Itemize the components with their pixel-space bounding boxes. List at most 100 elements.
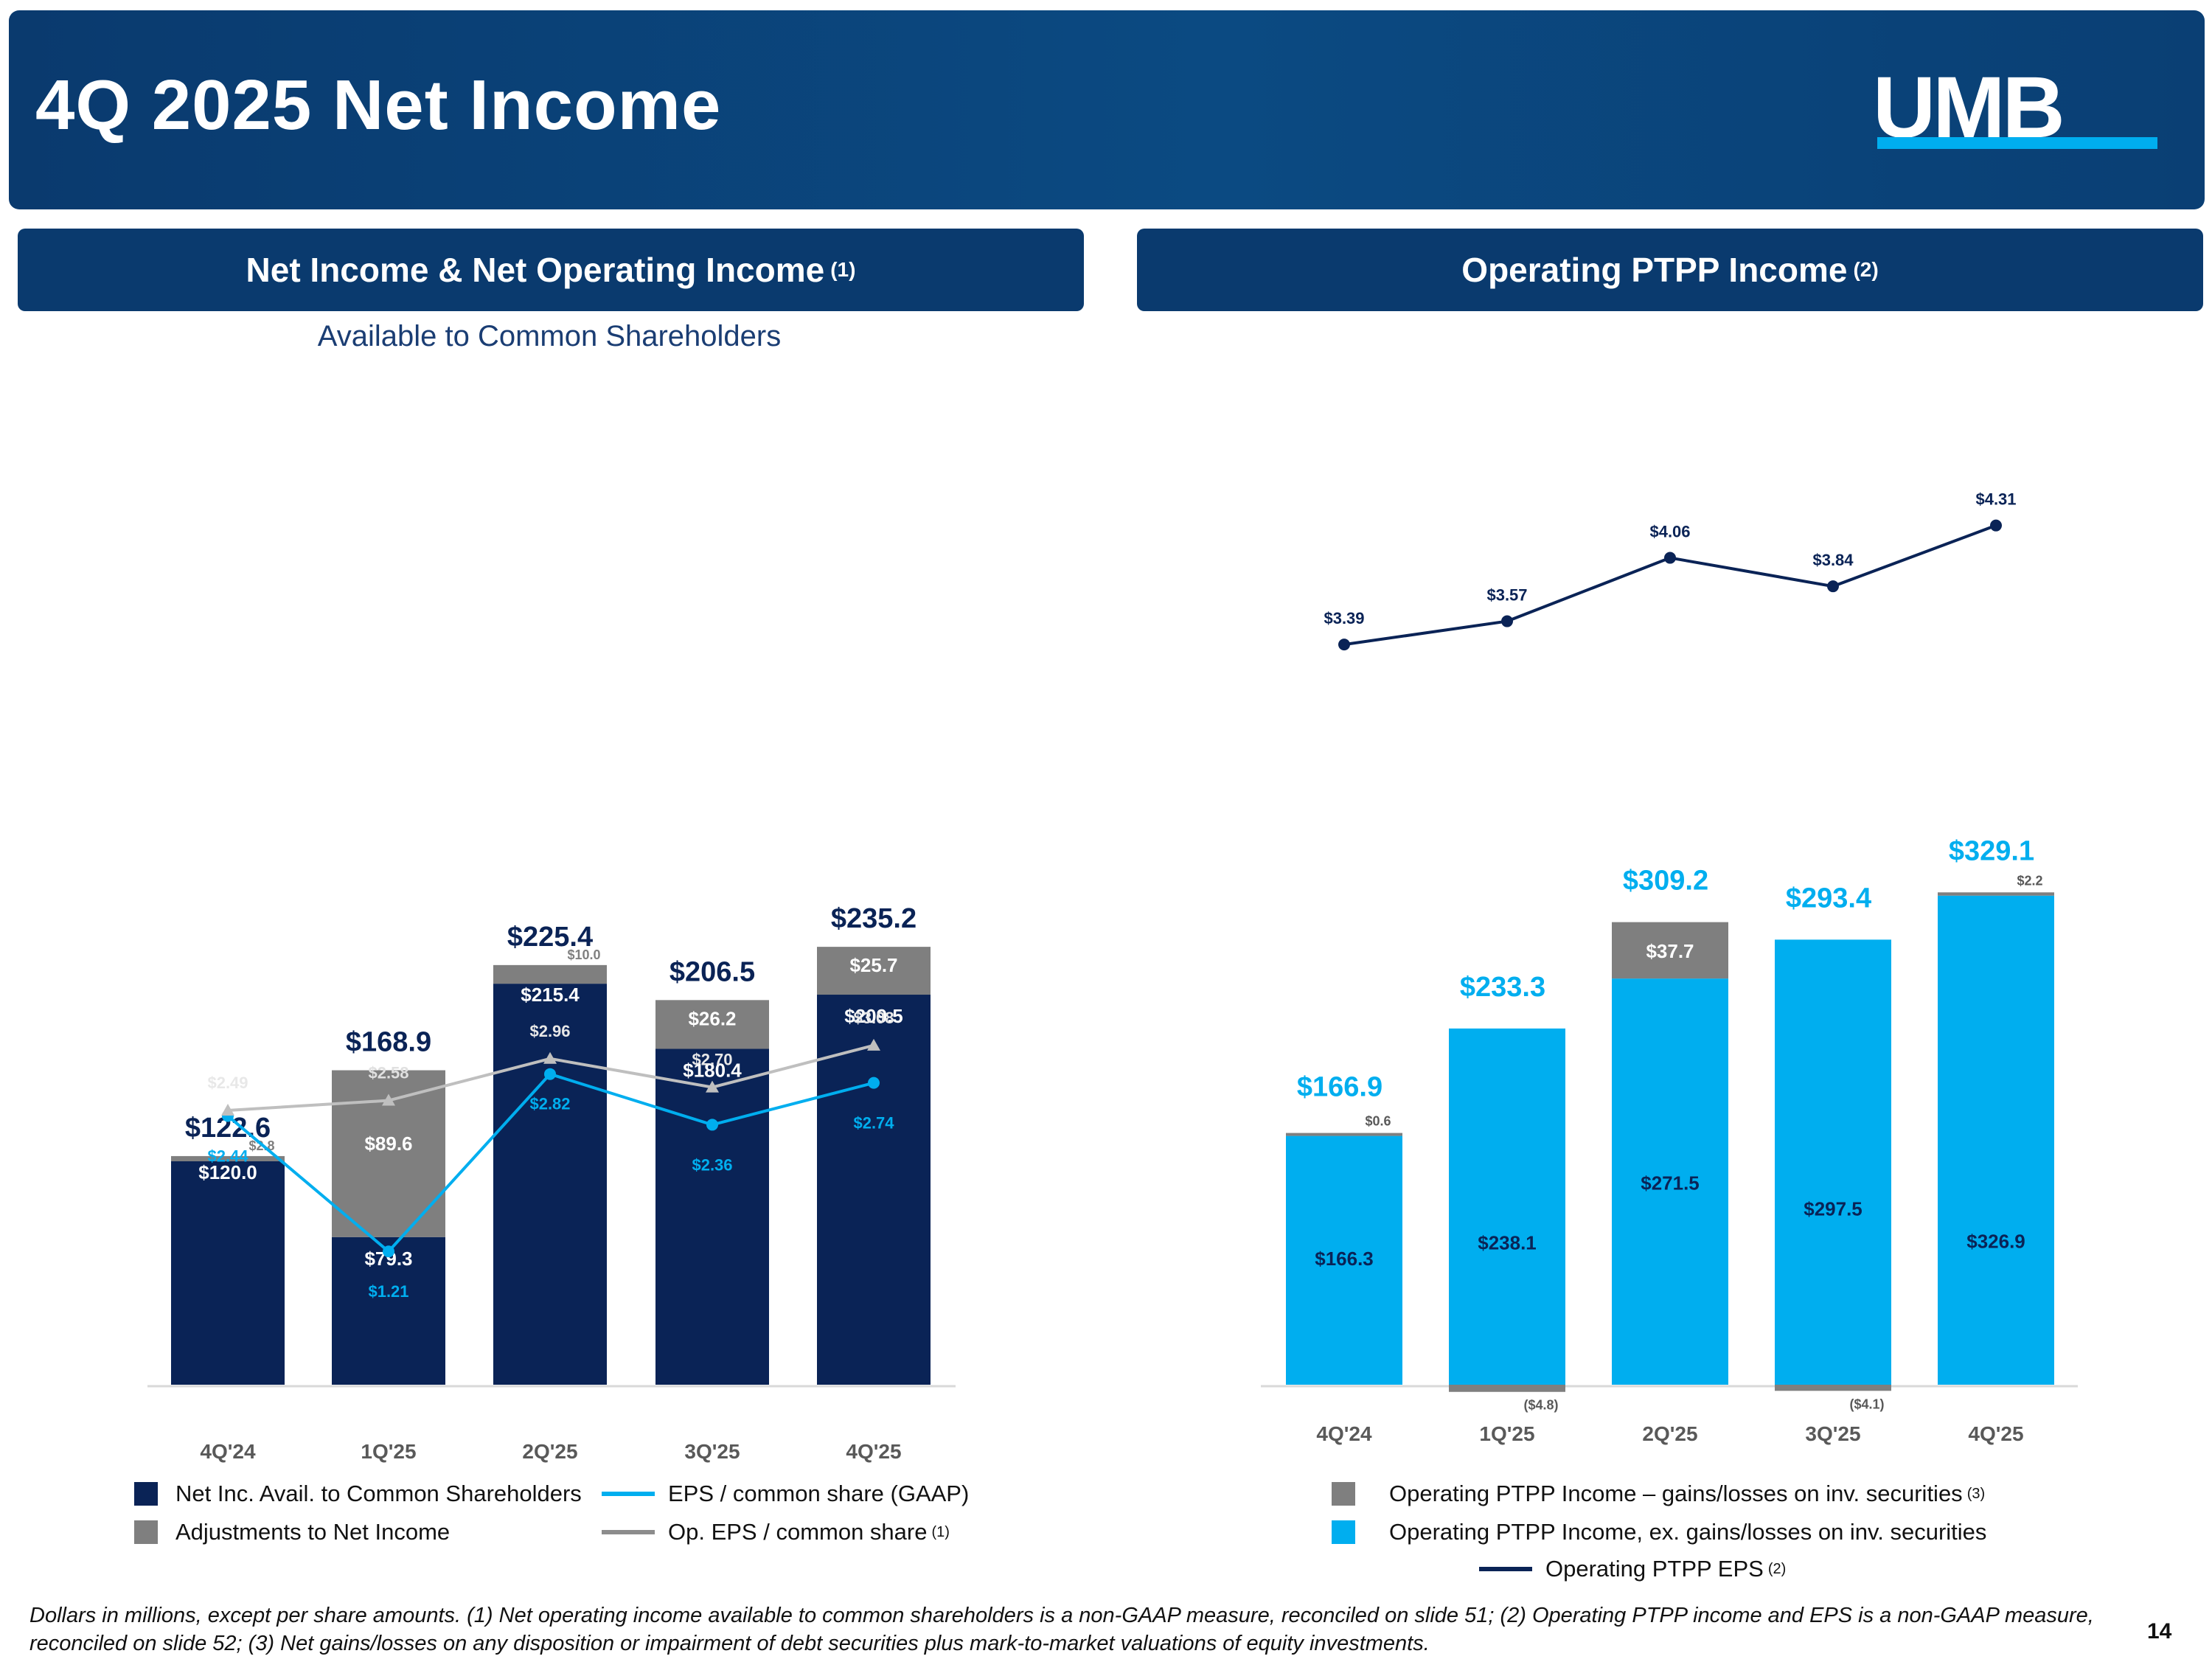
category-label: 1Q'25 xyxy=(1479,1422,1534,1445)
bar-ptpp-ex xyxy=(1612,978,1728,1385)
eps-gaap-label: $2.82 xyxy=(529,1095,570,1113)
label-ptpp-ex: $238.1 xyxy=(1478,1231,1537,1253)
legend-gains-losses: Operating PTPP Income – gains/losses on … xyxy=(1332,1481,1985,1507)
bar-ptpp-ex xyxy=(1286,1135,1402,1385)
bar-gains-losses xyxy=(1286,1133,1402,1136)
ptpp-eps-label: $3.39 xyxy=(1324,609,1364,627)
label-ptpp-ex: $271.5 xyxy=(1641,1172,1700,1194)
label-total: $225.4 xyxy=(507,922,593,953)
label-net-income: $180.4 xyxy=(683,1059,742,1081)
label-ptpp-ex: $326.9 xyxy=(1966,1230,2025,1252)
legend-line-gray xyxy=(602,1530,655,1534)
bar-gains-losses xyxy=(1612,922,1728,979)
bar-ptpp-ex xyxy=(1938,895,2054,1385)
page-title: 4Q 2025 Net Income xyxy=(35,66,722,145)
legend-op-eps: Op. EPS / common share (1) xyxy=(602,1519,950,1545)
label-ptpp-ex: $166.3 xyxy=(1315,1248,1374,1270)
ptpp-eps-label: $4.31 xyxy=(1975,490,2016,509)
category-label: 4Q'24 xyxy=(1316,1422,1372,1445)
eps-gaap-marker xyxy=(706,1119,718,1131)
ptpp-eps-marker xyxy=(1664,552,1676,564)
legend-line-navy xyxy=(1479,1567,1532,1571)
legend-ptpp-ex-label: Operating PTPP Income, ex. gains/losses … xyxy=(1389,1519,1987,1545)
bar-net-income xyxy=(655,1048,769,1385)
eps-gaap-label: $2.44 xyxy=(207,1147,248,1165)
ptpp-eps-marker xyxy=(1338,639,1350,651)
title-banner xyxy=(9,10,2205,209)
category-label: 4Q'24 xyxy=(200,1440,256,1463)
line-ptpp-eps xyxy=(1343,524,1997,647)
bar-gains-losses xyxy=(1775,1385,1891,1391)
page-number: 14 xyxy=(2147,1619,2172,1644)
legend-gains-losses-label: Operating PTPP Income – gains/losses on … xyxy=(1389,1481,1963,1506)
label-adjustments: $89.6 xyxy=(364,1133,412,1155)
left-chart-header-note: (1) xyxy=(830,258,856,281)
ptpp-eps-label: $4.06 xyxy=(1649,523,1690,541)
bar-ptpp-ex xyxy=(1449,1028,1565,1385)
label-total: $233.3 xyxy=(1460,972,1545,1003)
eps-gaap-label: $2.36 xyxy=(692,1155,732,1174)
label-gains-losses: ($4.8) xyxy=(1523,1398,1558,1413)
bar-net-income xyxy=(493,984,607,1385)
op-eps-marker xyxy=(543,1051,557,1064)
bar-adjustments xyxy=(655,1000,769,1049)
legend-net-income: Net Inc. Avail. to Common Shareholders xyxy=(134,1481,582,1507)
left-chart-subtitle: Available to Common Shareholders xyxy=(317,320,782,352)
bar-adjustments xyxy=(171,1155,285,1161)
label-gains-losses: $37.7 xyxy=(1646,940,1694,962)
label-total: $309.2 xyxy=(1623,866,1708,897)
bar-adjustments xyxy=(493,964,607,984)
label-total: $166.9 xyxy=(1297,1072,1382,1103)
legend-line-cyan xyxy=(602,1492,655,1496)
label-net-income: $215.4 xyxy=(521,984,580,1006)
umb-logo: UMB xyxy=(1873,59,2160,156)
op-eps-label: $2.70 xyxy=(692,1051,732,1069)
legend-gains-losses-note: (3) xyxy=(1966,1485,1986,1502)
legend-swatch-navy xyxy=(134,1482,158,1506)
ptpp-eps-marker xyxy=(1827,580,1839,593)
label-adjustments: $10.0 xyxy=(567,947,600,962)
label-gains-losses: ($4.1) xyxy=(1849,1397,1884,1411)
category-label: 2Q'25 xyxy=(522,1440,577,1463)
label-net-income: $209.5 xyxy=(844,1005,903,1027)
legend-ptpp-eps-note: (2) xyxy=(1767,1560,1787,1577)
eps-gaap-label: $2.74 xyxy=(853,1114,894,1133)
bar-adjustments xyxy=(817,947,931,995)
bar-net-income xyxy=(171,1161,285,1385)
legend-op-eps-note: (1) xyxy=(931,1523,950,1540)
label-total: $293.4 xyxy=(1786,883,1871,914)
category-label: 1Q'25 xyxy=(361,1440,416,1463)
op-eps-label: $2.96 xyxy=(529,1022,570,1040)
eps-gaap-marker xyxy=(868,1077,880,1089)
legend-eps-gaap-label: EPS / common share (GAAP) xyxy=(668,1481,970,1506)
left-chart-header-text: Net Income & Net Operating Income xyxy=(246,251,825,289)
category-label: 3Q'25 xyxy=(1805,1422,1860,1445)
footnote: Dollars in millions, except per share am… xyxy=(29,1604,2094,1655)
bar-net-income xyxy=(817,995,931,1385)
label-total: $235.2 xyxy=(831,903,917,934)
legend-adjustments-label: Adjustments to Net Income xyxy=(175,1519,451,1545)
op-eps-label: $2.58 xyxy=(368,1064,408,1082)
legend-op-eps-label: Op. EPS / common share xyxy=(668,1519,928,1545)
op-eps-marker xyxy=(867,1038,880,1051)
legend-eps-gaap: EPS / common share (GAAP) xyxy=(602,1481,969,1507)
legend-ptpp-eps: Operating PTPP EPS (2) xyxy=(1479,1556,1786,1582)
legend-swatch-cyan xyxy=(1332,1520,1355,1544)
bar-gains-losses xyxy=(1938,892,2054,896)
label-adjustments: $26.2 xyxy=(688,1007,736,1029)
category-label: 4Q'25 xyxy=(846,1440,901,1463)
label-adjustments: $25.7 xyxy=(849,954,897,976)
eps-gaap-label: $1.21 xyxy=(368,1282,408,1301)
eps-gaap-marker xyxy=(544,1068,556,1080)
op-eps-label: $3.08 xyxy=(853,1009,894,1027)
op-eps-marker xyxy=(382,1093,395,1106)
ptpp-eps-label: $3.57 xyxy=(1486,586,1527,605)
label-net-income: $120.0 xyxy=(198,1161,257,1183)
legend-swatch-gray-right xyxy=(1332,1482,1355,1506)
ptpp-eps-label: $3.84 xyxy=(1812,551,1854,569)
right-chart-header: Operating PTPP Income (2) xyxy=(1137,229,2203,311)
left-chart-header: Net Income & Net Operating Income (1) xyxy=(18,229,1084,311)
right-chart-header-text: Operating PTPP Income xyxy=(1461,251,1848,289)
ptpp-eps-marker xyxy=(1990,519,2002,532)
